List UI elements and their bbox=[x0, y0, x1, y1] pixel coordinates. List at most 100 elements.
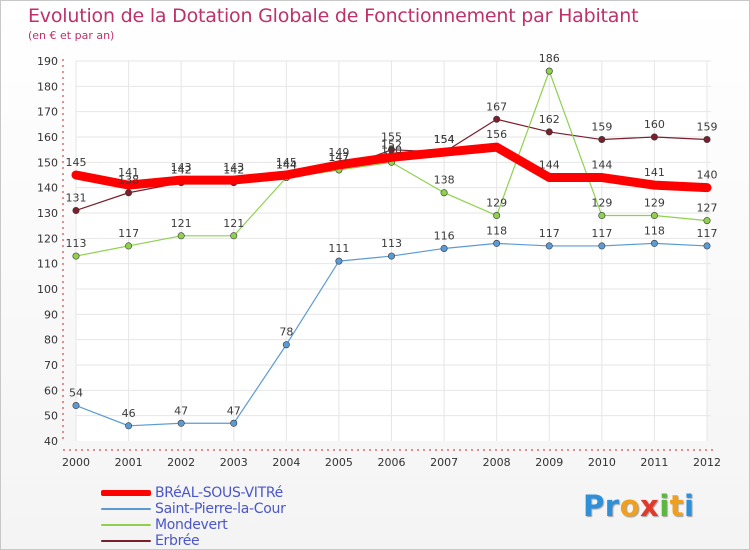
data-point bbox=[493, 115, 501, 123]
data-point bbox=[493, 239, 501, 247]
y-tick-label: 110 bbox=[37, 258, 58, 271]
data-point bbox=[230, 232, 238, 240]
data-label: 47 bbox=[227, 404, 241, 417]
y-tick-label: 50 bbox=[44, 410, 58, 423]
y-tick-label: 90 bbox=[44, 308, 58, 321]
data-label: 117 bbox=[697, 227, 718, 240]
data-point bbox=[545, 242, 553, 250]
legend-swatch-breal bbox=[101, 490, 151, 496]
x-tick-label: 2000 bbox=[62, 456, 90, 469]
data-point bbox=[387, 153, 396, 162]
data-point bbox=[703, 242, 711, 250]
data-point bbox=[177, 232, 185, 240]
data-label: 143 bbox=[171, 161, 192, 174]
data-label: 144 bbox=[591, 159, 612, 172]
data-label: 150 bbox=[381, 143, 402, 156]
data-point bbox=[492, 143, 501, 152]
legend-label-mondevert: Mondevert bbox=[155, 517, 228, 533]
y-tick-label: 160 bbox=[37, 131, 58, 144]
y-tick-label: 100 bbox=[37, 283, 58, 296]
data-label: 160 bbox=[644, 118, 665, 131]
data-label: 121 bbox=[171, 217, 192, 230]
data-label: 138 bbox=[118, 174, 139, 187]
data-label: 155 bbox=[381, 131, 402, 144]
data-point bbox=[703, 136, 711, 144]
data-label: 145 bbox=[276, 156, 297, 169]
axis-layer: 40 50 60 70 80 90 100 110 120 130 140 150 160 170 180 1… bbox=[37, 55, 721, 469]
y-tick-label: 150 bbox=[37, 156, 58, 169]
data-point bbox=[72, 252, 80, 260]
data-label: 142 bbox=[223, 164, 244, 177]
legend-label-erbree: Erbrée bbox=[155, 533, 200, 549]
data-label: 147 bbox=[328, 151, 349, 164]
data-label: 142 bbox=[171, 164, 192, 177]
data-point bbox=[598, 136, 606, 144]
data-point bbox=[124, 181, 133, 190]
x-tick-label: 2009 bbox=[535, 456, 563, 469]
legend-label-saint-pierre: Saint-Pierre-la-Cour bbox=[155, 501, 286, 517]
data-label: 117 bbox=[591, 227, 612, 240]
data-label: 147 bbox=[328, 151, 349, 164]
y-tick-label: 120 bbox=[37, 232, 58, 245]
data-label: 111 bbox=[328, 242, 349, 255]
data-label: 129 bbox=[591, 197, 612, 210]
data-label: 78 bbox=[279, 326, 293, 339]
y-tick-label: 140 bbox=[37, 182, 58, 195]
data-point bbox=[440, 244, 448, 252]
data-point bbox=[545, 128, 553, 136]
x-tick-label: 2012 bbox=[693, 456, 721, 469]
legend-swatch-saint-pierre bbox=[101, 508, 151, 510]
x-tick-label: 2005 bbox=[325, 456, 353, 469]
data-point bbox=[703, 183, 711, 192]
legend-item-saint-pierre: Saint-Pierre-la-Cour bbox=[101, 501, 361, 517]
data-point bbox=[177, 176, 186, 185]
y-tick-label: 190 bbox=[37, 55, 58, 68]
data-point bbox=[334, 160, 343, 169]
data-label: 162 bbox=[539, 113, 560, 126]
data-label: 121 bbox=[223, 217, 244, 230]
data-point bbox=[597, 173, 606, 182]
data-label: 144 bbox=[276, 159, 297, 172]
y-tick-label: 130 bbox=[37, 207, 58, 220]
legend-item-erbree: Erbrée bbox=[101, 533, 361, 549]
data-label: 47 bbox=[174, 404, 188, 417]
data-point bbox=[440, 189, 448, 197]
data-point bbox=[650, 212, 658, 220]
data-label: 149 bbox=[328, 146, 349, 159]
data-point bbox=[230, 419, 238, 427]
data-label: 154 bbox=[434, 133, 455, 146]
data-point bbox=[335, 257, 343, 265]
data-point bbox=[72, 171, 80, 179]
legend-item-mondevert: Mondevert bbox=[101, 517, 361, 533]
legend-item-breal: BRéAL-SOUS-VITRé bbox=[101, 485, 361, 501]
data-label: 117 bbox=[118, 227, 139, 240]
y-tick-label: 180 bbox=[37, 80, 58, 93]
x-tick-label: 2001 bbox=[115, 456, 143, 469]
data-point bbox=[545, 67, 553, 75]
data-label: 152 bbox=[381, 138, 402, 151]
data-point bbox=[387, 252, 395, 260]
data-label: 154 bbox=[434, 133, 455, 146]
data-label: 127 bbox=[697, 202, 718, 215]
data-label: 140 bbox=[697, 169, 718, 182]
data-label: 46 bbox=[122, 407, 136, 420]
data-point bbox=[545, 173, 554, 182]
data-label: 143 bbox=[223, 161, 244, 174]
x-tick-label: 2003 bbox=[220, 456, 248, 469]
legend-swatch-mondevert bbox=[101, 524, 151, 526]
chart-subtitle: (en € et par an) bbox=[28, 29, 115, 42]
y-tick-label: 170 bbox=[37, 106, 58, 119]
data-label: 113 bbox=[66, 237, 87, 250]
chart-title: Evolution de la Dotation Globale de Fonc… bbox=[28, 5, 639, 27]
x-tick-label: 2006 bbox=[378, 456, 406, 469]
data-point bbox=[72, 206, 80, 214]
y-tick-label: 40 bbox=[44, 435, 58, 448]
data-label: 159 bbox=[591, 121, 612, 134]
data-point bbox=[703, 217, 711, 225]
x-tick-label: 2007 bbox=[430, 456, 458, 469]
data-label: 144 bbox=[539, 159, 560, 172]
data-point bbox=[650, 239, 658, 247]
x-tick-label: 2008 bbox=[483, 456, 511, 469]
legend: BRéAL-SOUS-VITRé Saint-Pierre-la-Cour Mo… bbox=[101, 485, 361, 549]
data-label: 118 bbox=[486, 224, 507, 237]
